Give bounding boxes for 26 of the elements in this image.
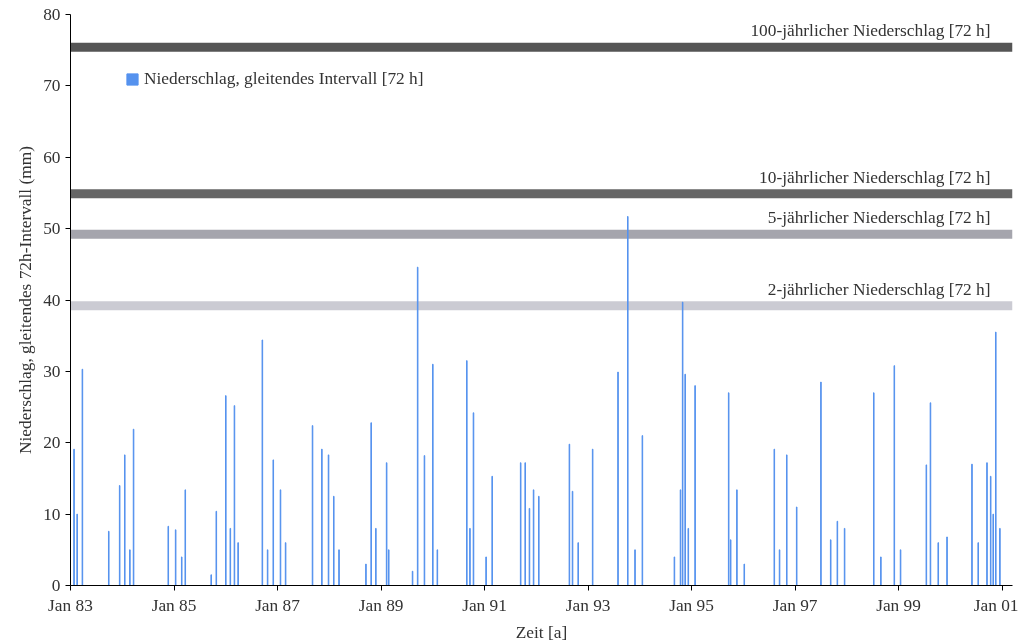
y-tick-label: 30 [43,361,61,381]
x-tick-label: Jan 99 [876,595,921,615]
ref-line-label: 5-jährlicher Niederschlag [72 h] [767,208,991,228]
x-tick-label: Jan 01 [973,595,1018,615]
ref-line-label: 100-jährlicher Niederschlag [72 h] [750,21,991,41]
x-tick-label: Jan 83 [48,595,93,615]
x-tick-label: Jan 91 [462,595,507,615]
x-tick-label: Jan 97 [772,595,818,615]
y-tick-label: 40 [43,290,61,310]
y-tick-label: 10 [43,504,61,524]
legend-label: Niederschlag, gleitendes Intervall [72 h] [144,69,424,89]
y-tick-label: 70 [43,76,61,96]
y-tick-label: 60 [43,147,61,167]
y-tick-label: 50 [43,219,61,239]
ref-line-label: 10-jährlicher Niederschlag [72 h] [759,167,991,187]
x-tick-label: Jan 85 [151,595,197,615]
x-tick-label: Jan 87 [255,595,301,615]
x-tick-label: Jan 95 [669,595,714,615]
y-tick-label: 0 [51,576,61,595]
ref-line-label: 2-jährlicher Niederschlag [72 h] [767,279,991,299]
x-tick-label: Jan 89 [358,595,404,615]
x-axis-title: Zeit [a] [515,622,568,642]
y-axis-title: Niederschlag, gleitendes 72h-Intervall (mm) [16,145,36,454]
y-tick-label: 80 [43,5,61,24]
y-tick-label: 20 [43,433,61,453]
x-tick-label: Jan 93 [565,595,611,615]
